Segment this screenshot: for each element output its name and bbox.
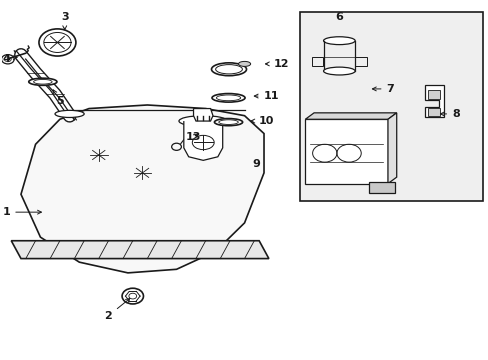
Bar	[355, 57, 366, 66]
Polygon shape	[11, 241, 268, 258]
Text: 13: 13	[185, 132, 201, 142]
Bar	[427, 108, 439, 116]
Text: 3: 3	[61, 13, 68, 30]
Text: 7: 7	[372, 84, 393, 94]
Text: 8: 8	[440, 109, 459, 119]
Text: 12: 12	[265, 59, 288, 69]
Polygon shape	[21, 105, 264, 273]
Ellipse shape	[179, 116, 227, 126]
Ellipse shape	[323, 37, 354, 45]
Ellipse shape	[323, 67, 354, 75]
Text: 1: 1	[2, 207, 41, 217]
Text: 6: 6	[335, 13, 343, 22]
Bar	[311, 57, 323, 66]
Text: 5: 5	[53, 90, 63, 107]
Bar	[368, 182, 394, 193]
Polygon shape	[305, 113, 396, 119]
Ellipse shape	[212, 94, 244, 102]
Polygon shape	[387, 113, 396, 184]
Bar	[427, 90, 439, 99]
Ellipse shape	[214, 118, 242, 126]
Ellipse shape	[29, 78, 57, 85]
Circle shape	[122, 288, 143, 304]
Text: 9: 9	[252, 159, 260, 169]
Ellipse shape	[211, 63, 246, 76]
Ellipse shape	[238, 62, 250, 66]
Text: 2: 2	[104, 298, 129, 321]
Polygon shape	[425, 85, 443, 117]
Polygon shape	[183, 121, 222, 160]
Polygon shape	[193, 109, 213, 121]
Text: 11: 11	[254, 91, 279, 101]
Circle shape	[39, 29, 76, 56]
Text: 4: 4	[2, 54, 17, 64]
FancyBboxPatch shape	[300, 12, 482, 202]
Bar	[305, 119, 387, 184]
Ellipse shape	[55, 111, 84, 117]
Text: 10: 10	[250, 116, 274, 126]
